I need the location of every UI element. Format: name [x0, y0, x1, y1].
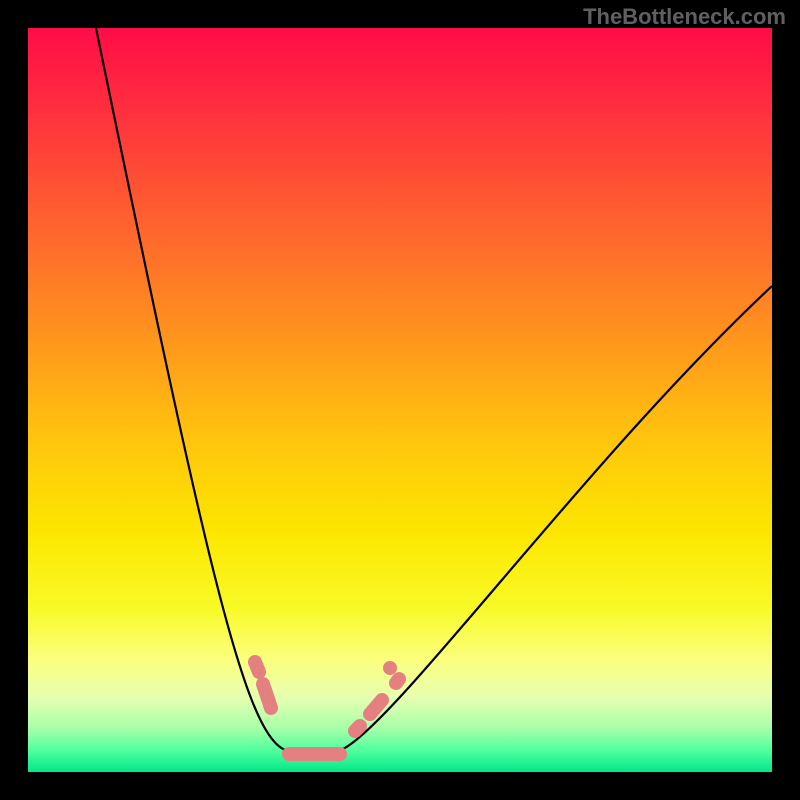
marker-segment: [355, 726, 360, 731]
chart-svg: [28, 28, 772, 772]
chart-container: TheBottleneck.com: [0, 0, 800, 800]
marker-segment: [255, 662, 259, 672]
marker-segment: [396, 679, 399, 683]
marker-segment: [263, 684, 271, 708]
plot-area: [28, 28, 772, 772]
marker-dot: [383, 661, 397, 675]
watermark-text: TheBottleneck.com: [583, 4, 786, 30]
marker-segment: [370, 700, 382, 714]
